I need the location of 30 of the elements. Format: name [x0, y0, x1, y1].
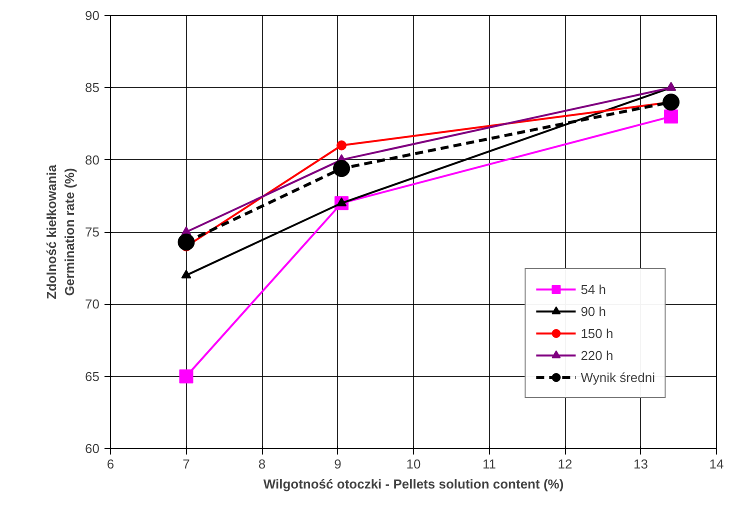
y-axis-title: Zdolność kiełkowania Germination rate (%) [44, 164, 78, 300]
legend-label: 90 h [580, 304, 606, 318]
y-tick-label: 85 [85, 80, 100, 96]
y-tick-label: 80 [85, 152, 100, 168]
x-tick-label: 6 [106, 456, 114, 472]
y-tick-label: 90 [85, 8, 100, 23]
point [333, 160, 350, 177]
x-tick-label: 7 [182, 456, 190, 472]
point [181, 270, 192, 278]
x-tick-label: 8 [258, 456, 266, 472]
y-tick-label: 60 [85, 441, 100, 456]
point [664, 110, 678, 124]
x-tick-label: 10 [406, 456, 421, 472]
point [662, 94, 680, 111]
x-tick-label: 11 [482, 456, 496, 472]
point [336, 140, 347, 150]
legend-label: 54 h [580, 282, 606, 296]
point [179, 369, 194, 384]
x-axis-title: Wilgotność otoczki - Pellets solution content (%) [263, 476, 564, 492]
y-tick-label: 65 [85, 368, 100, 384]
x-tick-label: 12 [558, 456, 572, 472]
legend-label: 150 h [580, 326, 614, 340]
y-tick-label: 70 [85, 296, 100, 312]
legend-label: 220 h [580, 348, 614, 362]
point [178, 234, 195, 251]
x-tick-label: 14 [709, 456, 724, 472]
x-tick-label: 9 [334, 456, 342, 472]
y-tick-label: 75 [85, 224, 100, 240]
x-tick-label: 13 [634, 456, 648, 472]
legend-label: Wynik średni [580, 370, 655, 384]
